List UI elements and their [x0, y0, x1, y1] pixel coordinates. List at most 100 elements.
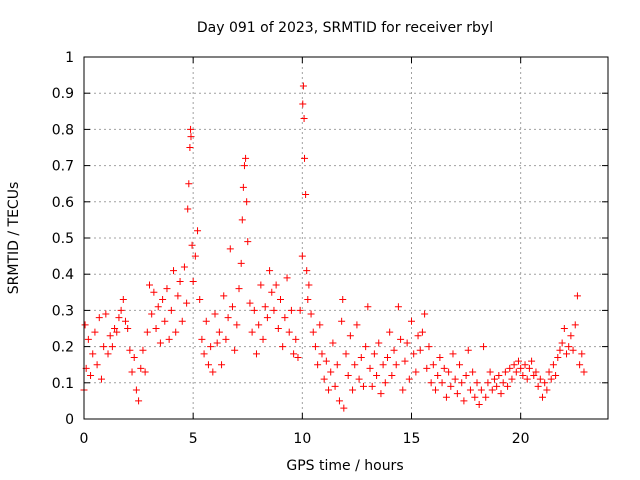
data-point: [163, 285, 171, 293]
data-point: [250, 306, 258, 314]
data-point: [327, 368, 335, 376]
data-point: [299, 100, 307, 108]
data-point: [434, 372, 442, 380]
data-point: [486, 368, 494, 376]
data-point: [460, 397, 468, 405]
data-point: [246, 299, 254, 307]
data-point: [394, 303, 402, 311]
data-point: [248, 328, 256, 336]
y-tick-label: 0.4: [52, 267, 74, 283]
data-point: [146, 281, 153, 289]
data-point: [471, 393, 479, 401]
data-point: [530, 372, 538, 380]
y-axis-label: SRMTID / TECUs: [6, 182, 22, 295]
data-point: [95, 314, 103, 322]
data-point: [300, 115, 308, 123]
data-point: [139, 346, 147, 354]
data-point: [427, 379, 435, 387]
data-point: [314, 361, 322, 369]
data-point: [344, 372, 352, 380]
data-point: [512, 368, 520, 376]
data-point: [560, 325, 568, 332]
data-point: [488, 386, 496, 394]
data-point: [189, 277, 197, 285]
data-point: [342, 350, 350, 358]
data-point: [290, 350, 298, 358]
data-point: [477, 386, 485, 394]
data-point: [554, 353, 562, 361]
data-point: [176, 277, 184, 285]
data-point: [421, 310, 429, 318]
data-point: [274, 325, 282, 332]
data-point: [228, 303, 236, 311]
x-tick-label: 5: [189, 431, 198, 447]
data-point: [318, 350, 326, 358]
data-point: [508, 375, 516, 383]
data-point: [242, 154, 250, 162]
y-tick-label: 0: [65, 412, 74, 428]
data-point: [408, 317, 415, 325]
data-point: [517, 364, 525, 372]
data-point: [576, 361, 584, 369]
data-point: [302, 191, 310, 199]
data-point: [482, 393, 490, 401]
data-point: [235, 285, 243, 293]
data-point: [504, 382, 512, 390]
data-point: [412, 368, 420, 376]
data-point: [556, 346, 564, 354]
data-point: [578, 350, 586, 358]
data-point: [233, 321, 241, 329]
data-point: [204, 361, 212, 369]
data-point: [93, 361, 101, 369]
data-point: [399, 386, 407, 394]
data-point: [170, 267, 178, 275]
data-point: [364, 303, 372, 311]
data-point: [418, 328, 426, 336]
y-tick-label: 1: [65, 50, 74, 66]
data-point: [571, 321, 579, 329]
data-point: [379, 361, 387, 369]
data-point: [239, 183, 247, 191]
data-point: [135, 397, 143, 405]
data-point: [392, 361, 400, 369]
data-point: [209, 368, 217, 376]
data-point: [307, 310, 315, 318]
data-point: [541, 379, 549, 387]
data-point: [390, 346, 398, 354]
data-point: [172, 328, 180, 336]
data-point: [565, 343, 573, 351]
data-point: [552, 372, 560, 380]
data-point: [152, 325, 160, 332]
data-point: [141, 368, 149, 376]
data-point: [445, 368, 453, 376]
data-point: [309, 328, 317, 336]
data-point: [180, 263, 188, 271]
data-point: [375, 339, 383, 347]
data-point: [567, 332, 575, 340]
data-point: [198, 335, 206, 343]
data-point: [425, 343, 433, 351]
data-point: [532, 368, 540, 376]
data-point: [377, 390, 385, 398]
data-point: [117, 306, 125, 314]
y-tick-label: 0.5: [52, 231, 74, 247]
data-point: [497, 390, 505, 398]
data-point: [231, 346, 239, 354]
data-point: [335, 397, 343, 405]
data-points: [80, 82, 588, 412]
data-point: [416, 346, 424, 354]
data-point: [429, 361, 437, 369]
data-point: [475, 401, 483, 409]
data-point: [224, 314, 232, 322]
data-point: [362, 343, 370, 351]
data-point: [451, 375, 459, 383]
data-point: [405, 375, 413, 383]
y-tick-label: 0.6: [52, 195, 74, 211]
data-point: [456, 361, 464, 369]
data-point: [196, 296, 204, 304]
data-point: [132, 386, 140, 394]
data-point: [299, 82, 307, 90]
data-point: [218, 361, 226, 369]
data-point: [81, 321, 89, 329]
data-point: [87, 372, 95, 380]
